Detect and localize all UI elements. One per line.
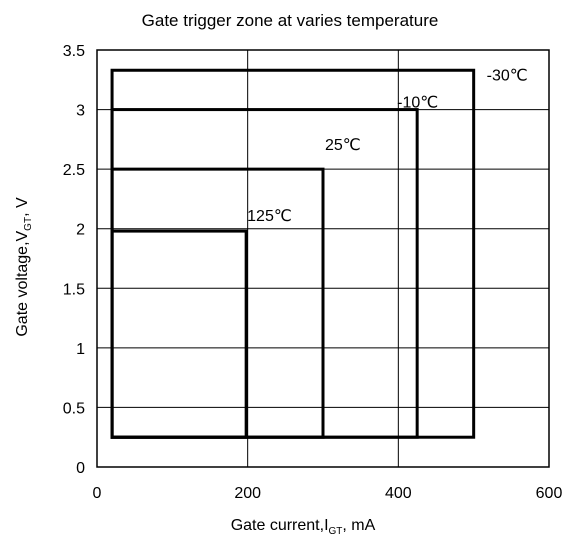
x-axis-label-subscript: GT [329,526,343,537]
trigger-zone [110,229,248,439]
trigger-zones: -30℃ -10℃ 25℃ 125℃ [110,67,528,439]
y-tick-label: 2 [76,222,85,239]
x-axis-label: Gate current,IGT, mA [231,517,376,537]
x-tick-label: 600 [536,485,563,502]
y-axis-label-prefix: Gate voltage,V [14,230,31,336]
trigger-zone [110,108,419,439]
trigger-zone-label: -30℃ [487,67,528,84]
y-tick-label: 1 [76,341,85,358]
y-axis-label-suffix: , V [14,197,31,217]
x-tick-label: 200 [234,485,261,502]
plot-frame [96,49,550,468]
y-tick-label: 2.5 [63,162,85,179]
trigger-zone [110,68,476,439]
y-tick-label: 0.5 [63,400,85,417]
x-tick-label: 0 [93,485,102,502]
y-axis-label: Gate voltage,VGT, V [14,197,34,337]
x-axis-label-prefix: Gate current,I [231,517,329,534]
y-tick-label: 1.5 [63,281,85,298]
y-tick-label: 3.5 [63,43,85,60]
trigger-zone-label: 25℃ [325,137,361,154]
x-axis-ticks: 0 200 400 600 [93,485,563,502]
x-axis-label-suffix: , mA [342,517,375,534]
y-axis-ticks: 0 0.5 1 1.5 2 2.5 3 3.5 [63,43,85,477]
trigger-zone-label: 125℃ [247,208,292,225]
y-tick-label: 3 [76,103,85,120]
chart-title: Gate trigger zone at varies temperature [142,11,439,30]
x-tick-label: 400 [385,485,412,502]
trigger-zone-label: -10℃ [397,95,438,112]
y-axis-label-subscript: GT [23,217,34,231]
y-tick-label: 0 [76,460,85,477]
